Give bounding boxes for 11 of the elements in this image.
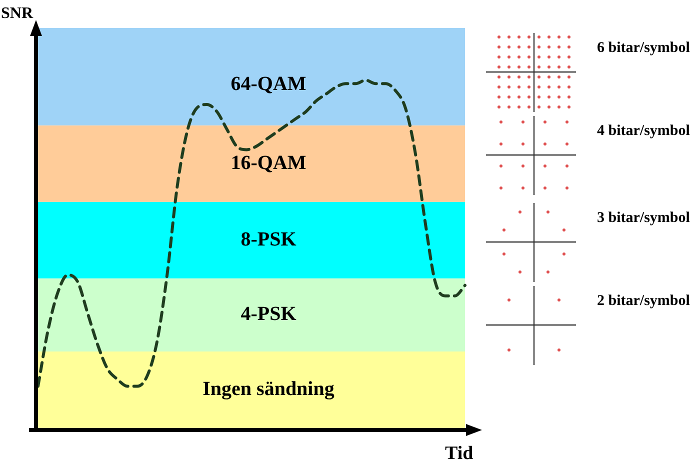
band-label: 8-PSK [240, 228, 297, 250]
band-label: 4-PSK [240, 303, 297, 326]
text: 2 bitar/symbol [597, 293, 690, 310]
text: 3 bitar/symbol [597, 210, 690, 227]
y-axis-title: SNR [1, 5, 34, 22]
x-axis-title: Tid [445, 443, 474, 464]
band-label: 64-QAM [230, 72, 306, 95]
band-label: Ingen sändning [202, 378, 334, 400]
band-label: 16-QAM [230, 152, 306, 174]
text: 6 bitar/symbol [597, 40, 690, 57]
text: 4 bitar/symbol [597, 123, 690, 140]
